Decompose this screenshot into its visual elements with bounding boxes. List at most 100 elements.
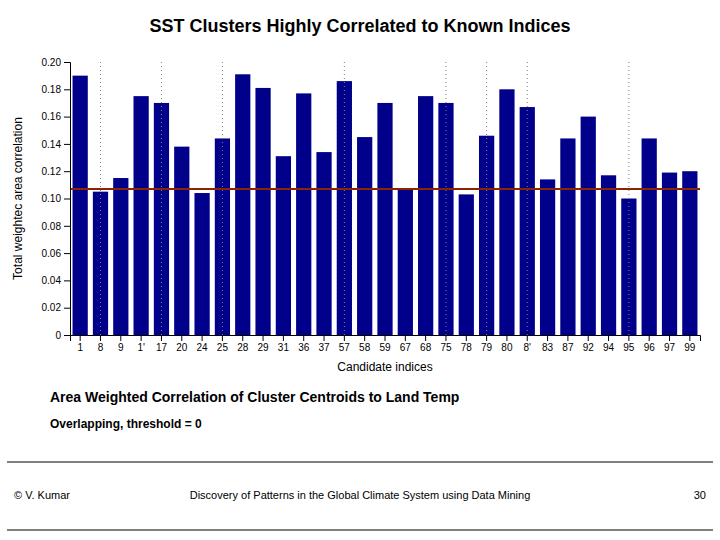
x-tick: 79 <box>481 335 493 353</box>
y-tick-label: 0.16 <box>42 111 62 122</box>
y-tick: 0.20 <box>42 57 70 68</box>
x-tick: 37 <box>318 335 330 353</box>
x-tick-label: 94 <box>603 342 615 353</box>
x-tick-label: 97 <box>664 342 676 353</box>
y-tick-mark <box>64 199 70 200</box>
bar <box>398 189 413 335</box>
y-tick-label: 0.06 <box>42 248 62 259</box>
y-tick-label: 0.12 <box>42 166 62 177</box>
y-tick: 0.06 <box>42 248 70 259</box>
bar <box>459 194 474 335</box>
y-tick-mark <box>64 171 70 172</box>
group-separator <box>161 62 162 335</box>
group-separator <box>222 62 223 335</box>
x-tick: 57 <box>339 335 351 353</box>
x-tick-label: 83 <box>542 342 554 353</box>
x-tick: 67 <box>400 335 412 353</box>
x-tick-label: 59 <box>379 342 391 353</box>
y-tick: 0.12 <box>42 166 70 177</box>
x-tick: 9 <box>118 335 124 353</box>
y-tick-mark <box>64 335 70 336</box>
x-tick: 96 <box>644 335 656 353</box>
x-tick: 68 <box>420 335 432 353</box>
x-tick: 20 <box>176 335 188 353</box>
x-tick-label: 58 <box>359 342 371 353</box>
x-tick-label: 87 <box>562 342 574 353</box>
x-tick-mark <box>588 335 589 341</box>
x-tick-mark <box>547 335 548 341</box>
x-tick-mark <box>466 335 467 341</box>
x-tick-mark <box>628 335 629 341</box>
x-tick: 8' <box>524 335 532 353</box>
x-tick-label: 28 <box>237 342 249 353</box>
bar <box>540 179 555 335</box>
x-tick-mark <box>202 335 203 341</box>
x-tick: 24 <box>197 335 209 353</box>
x-tick-label: 36 <box>298 342 310 353</box>
y-tick-label: 0.14 <box>42 139 62 150</box>
bar <box>134 96 149 335</box>
y-tick: 0.18 <box>42 84 70 95</box>
x-tick-label: 29 <box>258 342 270 353</box>
bar <box>601 175 616 335</box>
x-tick: 87 <box>562 335 574 353</box>
x-tick-label: 57 <box>339 342 351 353</box>
y-tick: 0.02 <box>42 302 70 313</box>
y-tick-mark <box>64 226 70 227</box>
bar <box>520 107 535 335</box>
group-separator <box>486 62 487 335</box>
subtitle2: Overlapping, threshold = 0 <box>50 417 202 431</box>
group-separator <box>527 62 528 335</box>
bar <box>113 178 128 335</box>
x-tick-label: 9 <box>118 342 124 353</box>
group-separator <box>445 62 446 335</box>
x-tick-label: 78 <box>461 342 473 353</box>
x-tick: 17 <box>156 335 168 353</box>
y-tick-mark <box>64 117 70 118</box>
group-separator <box>100 62 101 335</box>
x-tick-label: 92 <box>583 342 595 353</box>
x-tick: 78 <box>461 335 473 353</box>
x-tick-label: 25 <box>217 342 229 353</box>
y-tick-mark <box>64 280 70 281</box>
y-tick: 0.14 <box>42 139 70 150</box>
x-tick-mark <box>283 335 284 341</box>
plot-area: 1891'17202425282931363757585967687578798… <box>42 57 701 353</box>
bar <box>377 103 392 335</box>
footer: © V. KumarDiscovery of Patterns in the G… <box>7 462 713 530</box>
x-tick-mark <box>100 335 101 341</box>
bar <box>194 193 209 335</box>
x-tick-mark <box>222 335 223 341</box>
x-tick-label: 67 <box>400 342 412 353</box>
x-tick-mark <box>405 335 406 341</box>
x-tick-label: 79 <box>481 342 493 353</box>
x-axis: 1891'17202425282931363757585967687578798… <box>71 335 701 353</box>
subtitle: Area Weighted Correlation of Cluster Cen… <box>50 389 459 405</box>
y-axis: 00.020.040.060.080.100.120.140.160.180.2… <box>42 57 71 341</box>
x-tick-mark <box>242 335 243 341</box>
y-tick-label: 0.04 <box>42 275 62 286</box>
x-tick-mark <box>689 335 690 341</box>
x-tick: 94 <box>603 335 615 353</box>
x-axis-title: Candidate indices <box>337 360 432 374</box>
bar <box>479 136 494 335</box>
x-tick-mark <box>263 335 264 341</box>
bar <box>662 173 677 335</box>
y-tick: 0.08 <box>42 221 70 232</box>
bar <box>174 147 189 335</box>
x-tick: 92 <box>583 335 595 353</box>
x-tick-mark <box>649 335 650 341</box>
x-tick-label: 75 <box>440 342 452 353</box>
x-tick-mark <box>445 335 446 341</box>
bar <box>499 89 514 335</box>
x-tick: 58 <box>359 335 371 353</box>
x-tick-mark <box>567 335 568 341</box>
x-tick-mark <box>344 335 345 341</box>
x-tick: 8 <box>98 335 104 353</box>
threshold-line <box>70 188 700 190</box>
x-tick-mark <box>161 335 162 341</box>
y-tick-label: 0.02 <box>42 302 62 313</box>
marks <box>70 62 700 335</box>
y-tick-label: 0.18 <box>42 84 62 95</box>
x-axis-line <box>71 336 701 342</box>
